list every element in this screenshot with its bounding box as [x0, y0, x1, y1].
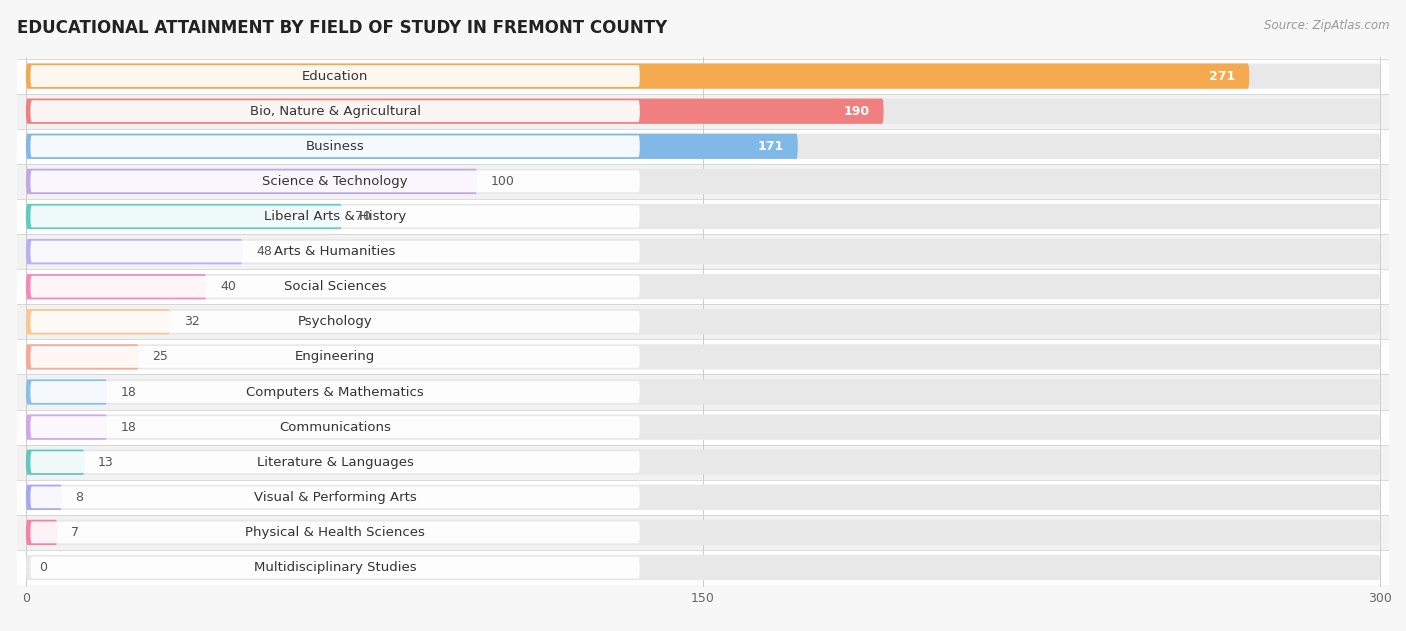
FancyBboxPatch shape: [25, 274, 207, 299]
Text: Engineering: Engineering: [295, 350, 375, 363]
Text: 18: 18: [121, 421, 136, 433]
FancyBboxPatch shape: [25, 98, 883, 124]
FancyBboxPatch shape: [25, 520, 1381, 545]
FancyBboxPatch shape: [25, 168, 477, 194]
Text: 171: 171: [758, 140, 785, 153]
Text: Education: Education: [302, 69, 368, 83]
FancyBboxPatch shape: [25, 555, 1381, 580]
FancyBboxPatch shape: [25, 379, 1381, 404]
Text: Computers & Mathematics: Computers & Mathematics: [246, 386, 425, 399]
Bar: [3, 164, 1403, 199]
Text: 70: 70: [356, 210, 371, 223]
Bar: [3, 515, 1403, 550]
FancyBboxPatch shape: [31, 522, 640, 543]
Text: 13: 13: [98, 456, 114, 469]
FancyBboxPatch shape: [31, 381, 640, 403]
Text: Visual & Performing Arts: Visual & Performing Arts: [253, 491, 416, 504]
Text: 271: 271: [1209, 69, 1236, 83]
Text: Bio, Nature & Agricultural: Bio, Nature & Agricultural: [250, 105, 420, 118]
FancyBboxPatch shape: [31, 487, 640, 508]
FancyBboxPatch shape: [31, 557, 640, 579]
Bar: [3, 59, 1403, 93]
Bar: [3, 374, 1403, 410]
Text: 48: 48: [256, 245, 271, 258]
Bar: [3, 304, 1403, 339]
Bar: [3, 93, 1403, 129]
FancyBboxPatch shape: [25, 64, 1249, 89]
Text: Science & Technology: Science & Technology: [263, 175, 408, 188]
Text: 40: 40: [219, 280, 236, 293]
FancyBboxPatch shape: [25, 345, 1381, 370]
Text: 8: 8: [76, 491, 83, 504]
FancyBboxPatch shape: [31, 311, 640, 333]
FancyBboxPatch shape: [31, 346, 640, 368]
FancyBboxPatch shape: [25, 309, 170, 334]
FancyBboxPatch shape: [25, 134, 797, 159]
FancyBboxPatch shape: [31, 170, 640, 192]
FancyBboxPatch shape: [25, 204, 342, 229]
Text: Physical & Health Sciences: Physical & Health Sciences: [245, 526, 425, 539]
Text: Multidisciplinary Studies: Multidisciplinary Studies: [254, 561, 416, 574]
FancyBboxPatch shape: [31, 136, 640, 157]
FancyBboxPatch shape: [31, 65, 640, 87]
Text: Social Sciences: Social Sciences: [284, 280, 387, 293]
FancyBboxPatch shape: [25, 239, 1381, 264]
FancyBboxPatch shape: [25, 98, 1381, 124]
Text: Literature & Languages: Literature & Languages: [257, 456, 413, 469]
Text: 7: 7: [72, 526, 79, 539]
Text: 25: 25: [152, 350, 169, 363]
Bar: [3, 234, 1403, 269]
FancyBboxPatch shape: [25, 449, 84, 475]
FancyBboxPatch shape: [25, 415, 1381, 440]
Text: 32: 32: [184, 316, 200, 328]
Bar: [3, 445, 1403, 480]
Bar: [3, 129, 1403, 164]
FancyBboxPatch shape: [25, 309, 1381, 334]
Text: Liberal Arts & History: Liberal Arts & History: [264, 210, 406, 223]
Bar: [3, 199, 1403, 234]
FancyBboxPatch shape: [25, 64, 1381, 89]
Text: Business: Business: [305, 140, 364, 153]
FancyBboxPatch shape: [25, 415, 107, 440]
FancyBboxPatch shape: [25, 134, 1381, 159]
FancyBboxPatch shape: [25, 239, 243, 264]
FancyBboxPatch shape: [25, 204, 1381, 229]
Text: EDUCATIONAL ATTAINMENT BY FIELD OF STUDY IN FREMONT COUNTY: EDUCATIONAL ATTAINMENT BY FIELD OF STUDY…: [17, 19, 666, 37]
Text: Psychology: Psychology: [298, 316, 373, 328]
FancyBboxPatch shape: [25, 345, 139, 370]
Text: Source: ZipAtlas.com: Source: ZipAtlas.com: [1264, 19, 1389, 32]
FancyBboxPatch shape: [31, 206, 640, 227]
Text: Arts & Humanities: Arts & Humanities: [274, 245, 396, 258]
Text: 100: 100: [491, 175, 515, 188]
FancyBboxPatch shape: [25, 168, 1381, 194]
Bar: [3, 269, 1403, 304]
FancyBboxPatch shape: [31, 100, 640, 122]
FancyBboxPatch shape: [25, 379, 107, 404]
Bar: [3, 339, 1403, 374]
Text: 190: 190: [844, 105, 870, 118]
FancyBboxPatch shape: [25, 449, 1381, 475]
FancyBboxPatch shape: [25, 485, 1381, 510]
Text: Communications: Communications: [280, 421, 391, 433]
FancyBboxPatch shape: [25, 485, 62, 510]
FancyBboxPatch shape: [31, 416, 640, 438]
FancyBboxPatch shape: [25, 520, 58, 545]
FancyBboxPatch shape: [25, 274, 1381, 299]
FancyBboxPatch shape: [31, 451, 640, 473]
Bar: [3, 480, 1403, 515]
Text: 18: 18: [121, 386, 136, 399]
Text: 0: 0: [39, 561, 48, 574]
Bar: [3, 550, 1403, 585]
FancyBboxPatch shape: [31, 276, 640, 298]
FancyBboxPatch shape: [31, 240, 640, 262]
Bar: [3, 410, 1403, 445]
